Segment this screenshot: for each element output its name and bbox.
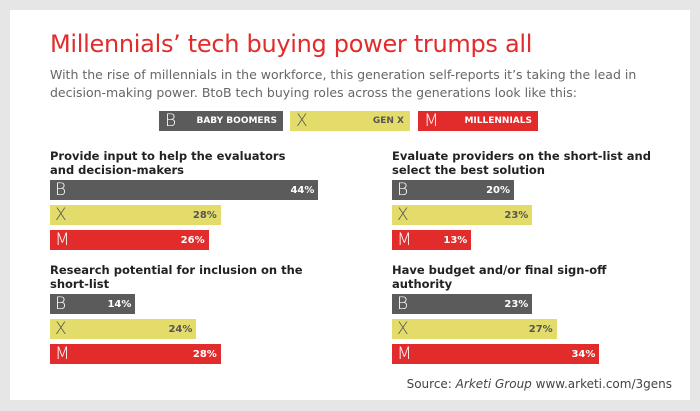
panel-title: Have budget and/or final sign-off author…: [392, 263, 607, 291]
bar-letter: X: [397, 319, 409, 339]
legend-letter: M: [424, 111, 439, 131]
value-label: 28%: [192, 209, 217, 221]
bar-letter: X: [55, 319, 67, 339]
bar: B 14%: [50, 294, 136, 314]
bar-letter: M: [55, 344, 70, 364]
bar: X 24%: [50, 319, 197, 339]
bar: X 27%: [392, 319, 557, 339]
value-label: 28%: [192, 348, 217, 360]
legend-letter: X: [296, 111, 308, 131]
legend-item: X GEN X: [290, 111, 410, 131]
panel-title: Evaluate providers on the short-list and…: [392, 149, 651, 177]
bar-letter: M: [397, 344, 412, 364]
source-name: Arketi Group: [455, 377, 532, 391]
bar-letter: M: [55, 230, 70, 250]
legend-label: GEN X: [372, 116, 404, 126]
bar-letter: B: [55, 294, 67, 314]
bar: M 28%: [50, 344, 221, 364]
legend-item: M MILLENNIALS: [418, 111, 538, 131]
bar: X 28%: [50, 205, 221, 225]
value-label: 23%: [504, 298, 529, 310]
bar-letter: B: [55, 180, 67, 200]
bar-letter: B: [397, 294, 409, 314]
bar: X 23%: [392, 205, 533, 225]
source-url: www.arketi.com/3gens: [535, 377, 672, 391]
source: Source: Arketi Group www.arketi.com/3gen…: [407, 377, 672, 391]
value-label: 24%: [168, 323, 193, 335]
legend-label: MILLENNIALS: [464, 116, 532, 126]
bar: B 23%: [392, 294, 533, 314]
legend-label: BABY BOOMERS: [196, 116, 277, 126]
bar: B 44%: [50, 180, 319, 200]
value-label: 23%: [504, 209, 529, 221]
bar-letter: X: [397, 205, 409, 225]
value-label: 34%: [571, 348, 596, 360]
bar-letter: M: [397, 230, 412, 250]
value-label: 27%: [528, 323, 553, 335]
bar-letter: X: [55, 205, 67, 225]
bar: M 13%: [392, 230, 472, 250]
panel-title: Provide input to help the evaluators and…: [50, 149, 286, 177]
subtitle: With the rise of millennials in the work…: [50, 67, 637, 100]
value-label: 13%: [443, 234, 468, 246]
title: Millennials’ tech buying power trumps al…: [50, 30, 533, 58]
legend-item: B BABY BOOMERS: [159, 111, 283, 131]
panel-title: Research potential for inclusion on the …: [50, 263, 303, 291]
value-label: 26%: [180, 234, 205, 246]
value-label: 44%: [290, 184, 315, 196]
bar: M 26%: [50, 230, 209, 250]
value-label: 14%: [107, 298, 132, 310]
bar-letter: B: [397, 180, 409, 200]
value-label: 20%: [486, 184, 510, 196]
source-prefix: Source:: [406, 377, 452, 391]
bar: B 20%: [392, 180, 514, 200]
bar: M 34%: [392, 344, 600, 364]
legend-letter: B: [165, 111, 177, 131]
